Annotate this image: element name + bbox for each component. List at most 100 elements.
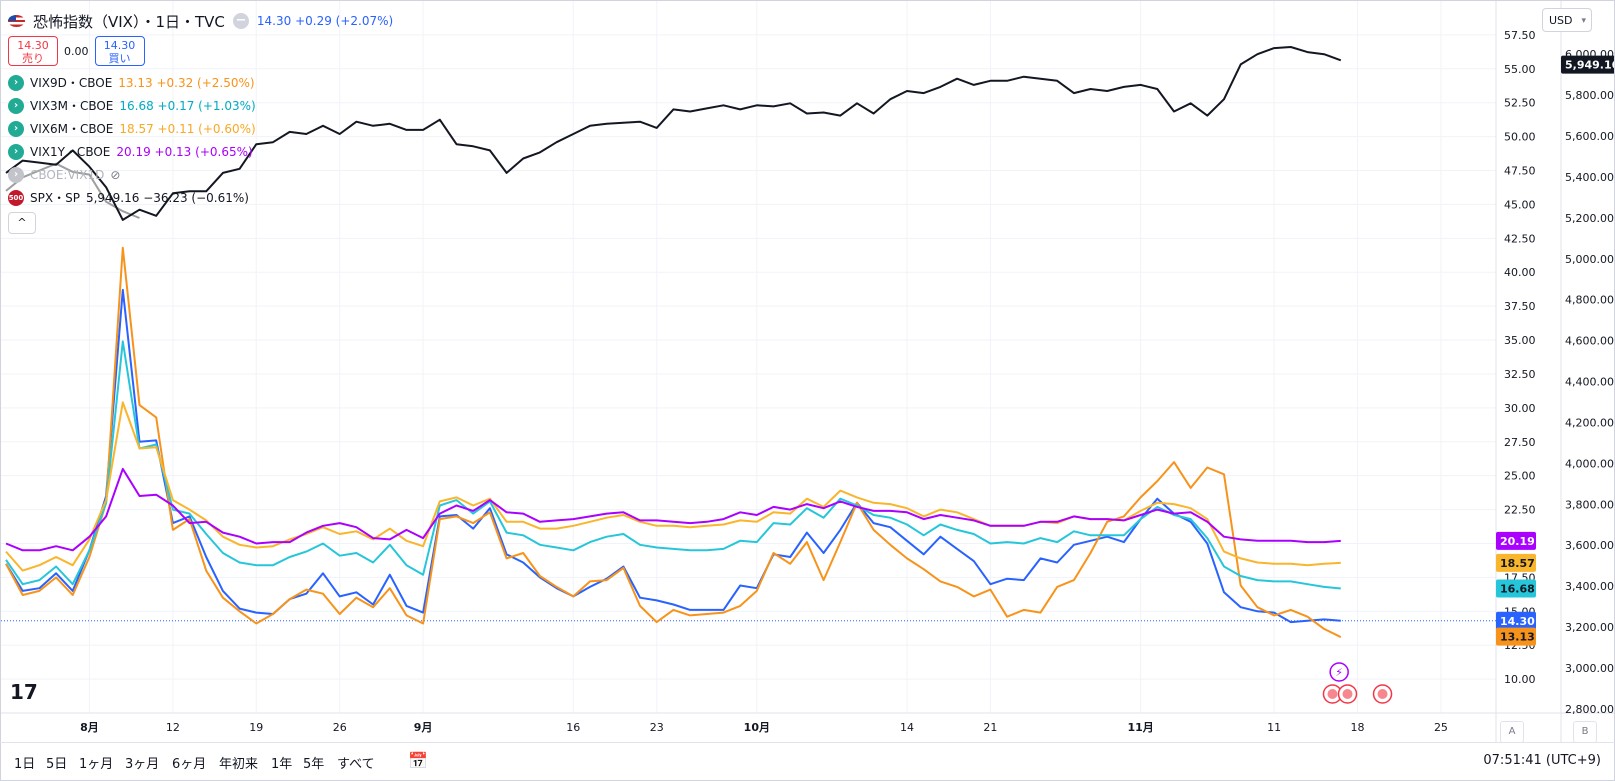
x-axis-tick-label: 14 (900, 721, 914, 734)
left-axis-tick-label: 47.50 (1504, 165, 1536, 178)
range-3m-button[interactable]: 3ヶ月 (125, 757, 160, 772)
right-axis-tick-label: 3,600.00 (1565, 539, 1614, 552)
right-axis-tick-label: 4,400.00 (1565, 376, 1614, 389)
study-name: VIX6M・CBOE (30, 122, 114, 136)
trade-buttons: 14.30 売り 0.00 14.30 買い (8, 36, 393, 66)
study-vix1d[interactable]: › CBOE:VIX1D ⊘ (8, 163, 393, 186)
left-axis-tick-label: 30.00 (1504, 402, 1536, 415)
study-name: VIX9D・CBOE (30, 76, 113, 90)
hidden-eye-icon[interactable]: ⊘ (110, 167, 121, 182)
bottom-toolbar: 1日 5日 1ヶ月 3ヶ月 6ヶ月 年初来 1年 5年 すべて 📅 07:51:… (0, 742, 1615, 780)
chart-legend: 恐怖指数（VIX）・1日・TVC − 14.30 +0.29 (+2.07%) … (8, 10, 393, 234)
series-line-VIX1Y・CBOE[interactable] (5, 467, 1341, 552)
study-value: 20.19 +0.13 (+0.65%) (116, 144, 253, 159)
clock-display[interactable]: 07:51:41 (UTC+9) (1483, 753, 1601, 768)
range-6m-button[interactable]: 6ヶ月 (172, 757, 207, 772)
x-axis-tick-label: 18 (1351, 721, 1365, 734)
left-axis-tick-label: 42.50 (1504, 232, 1536, 245)
study-vix3m[interactable]: › VIX3M・CBOE 16.68 +0.17 (+1.03%) (8, 94, 393, 117)
tradingview-logo[interactable]: 17 (10, 680, 38, 704)
range-ytd-button[interactable]: 年初来 (219, 757, 259, 772)
x-axis-tick-label: 23 (650, 721, 664, 734)
currency-label: USD (1549, 14, 1573, 27)
left-axis-tick-label: 52.50 (1504, 97, 1536, 110)
study-value: 5,949.16 −36.23 (−0.61%) (85, 190, 249, 205)
study-name: VIX1Y・CBOE (30, 145, 111, 159)
last-value-badge (1496, 611, 1536, 630)
arrow-icon[interactable]: › (8, 143, 24, 160)
arrow-icon[interactable]: › (8, 74, 24, 91)
left-axis-tick-label: 27.50 (1504, 436, 1536, 449)
x-axis-tick-label: 12 (166, 721, 180, 734)
chevron-down-icon: ▾ (1581, 16, 1586, 26)
right-axis-tick-label: 5,600.00 (1565, 130, 1614, 143)
currency-select[interactable]: USD ▾ (1542, 8, 1592, 32)
left-axis-tick-label: 35.00 (1504, 334, 1536, 347)
x-axis-tick-label: 19 (249, 721, 263, 734)
buy-price: 14.30 (103, 39, 136, 52)
series-line-VIX9D・CBOE[interactable] (5, 246, 1342, 638)
range-1d-button[interactable]: 1日 (14, 757, 36, 772)
right-axis-tick-label: 3,800.00 (1565, 498, 1614, 511)
right-axis-tick-label: 4,000.00 (1565, 457, 1614, 470)
spx-500-icon[interactable]: 500 (8, 189, 24, 206)
study-vix1y[interactable]: › VIX1Y・CBOE 20.19 +0.13 (+0.65%) (8, 140, 393, 163)
study-value: 13.13 +0.32 (+2.50%) (118, 75, 255, 90)
study-vix6m[interactable]: › VIX6M・CBOE 18.57 +0.11 (+0.60%) (8, 117, 393, 140)
scale-b-button[interactable]: B (1573, 721, 1597, 743)
last-value-label: 13.13 (1500, 631, 1535, 644)
lightning-event-icon[interactable] (1329, 662, 1349, 682)
arrow-icon[interactable]: › (8, 120, 24, 137)
last-value-label: 20.19 (1500, 535, 1535, 548)
study-name: SPX・SP (30, 191, 80, 205)
right-axis-tick-label: 3,400.00 (1565, 580, 1614, 593)
collapse-legend-button[interactable]: ^ (8, 212, 36, 234)
series-line-恐怖指数（VIX）[interactable] (5, 288, 1341, 624)
right-axis-tick-label: 5,000.00 (1565, 253, 1614, 266)
range-5d-button[interactable]: 5日 (46, 757, 68, 772)
left-axis-tick-label: 55.00 (1504, 63, 1536, 76)
left-axis-tick-label: 25.00 (1504, 470, 1536, 483)
last-value-label: 18.57 (1500, 557, 1535, 570)
symbol-price: 14.30 +0.29 (+2.07%) (256, 14, 394, 28)
right-axis-tick-label: 3,200.00 (1565, 621, 1614, 634)
last-value-label: 5,949.16 (1565, 59, 1615, 72)
arrow-icon[interactable]: › (8, 97, 24, 114)
series-line-SPX・SP[interactable] (5, 46, 1342, 221)
series-line-VIX3M・CBOE[interactable] (5, 340, 1341, 590)
last-value-badge (1561, 55, 1614, 74)
range-5y-button[interactable]: 5年 (303, 757, 325, 772)
left-axis-tick-label: 57.50 (1504, 29, 1536, 42)
left-axis-tick-label: 32.50 (1504, 368, 1536, 381)
right-axis-tick-label: 5,800.00 (1565, 89, 1614, 102)
last-value-badge (1496, 531, 1536, 550)
calendar-icon[interactable]: 📅 (408, 751, 428, 770)
study-value: 18.57 +0.11 (+0.60%) (119, 121, 256, 136)
last-value-badge (1496, 553, 1536, 572)
buy-button[interactable]: 14.30 買い (94, 36, 145, 66)
x-axis-tick-label: 9月 (414, 721, 433, 734)
right-axis-tick-label: 4,200.00 (1565, 416, 1614, 429)
study-spx[interactable]: 500 SPX・SP 5,949.16 −36.23 (−0.61%) (8, 186, 393, 209)
last-value-label: 14.30 (1500, 615, 1535, 628)
x-axis-tick-label: 11 (1267, 721, 1281, 734)
symbol-title[interactable]: 恐怖指数（VIX）・1日・TVC (33, 12, 225, 31)
right-axis-tick-label: 5,200.00 (1565, 212, 1614, 225)
range-all-button[interactable]: すべて (337, 757, 375, 772)
minus-icon[interactable]: − (232, 13, 249, 29)
earnings-flag-inner-icon (1327, 689, 1338, 699)
study-vix9d[interactable]: › VIX9D・CBOE 13.13 +0.32 (+2.50%) (8, 71, 393, 94)
x-axis-tick-label: 25 (1434, 721, 1448, 734)
right-axis-tick-label: 4,800.00 (1565, 294, 1614, 307)
range-1y-button[interactable]: 1年 (271, 757, 293, 772)
spread-value: 0.00 (64, 44, 89, 58)
sell-label: 売り (22, 52, 44, 65)
x-axis-tick-label: 26 (333, 721, 347, 734)
last-value-badge (1496, 579, 1536, 598)
auto-scale-button[interactable]: A (1500, 721, 1524, 743)
hidden-study-icon[interactable]: › (8, 166, 24, 183)
range-1m-button[interactable]: 1ヶ月 (79, 757, 114, 772)
sell-button[interactable]: 14.30 売り (8, 36, 58, 66)
